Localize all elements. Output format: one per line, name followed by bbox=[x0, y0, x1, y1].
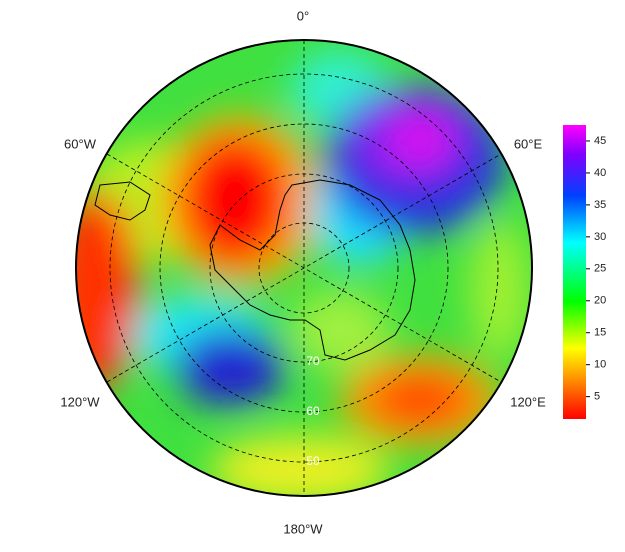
colorbar-tick-label: 45 bbox=[594, 135, 606, 147]
longitude-label: 120°E bbox=[510, 394, 546, 409]
colorbar-tick-label: 35 bbox=[594, 199, 606, 211]
map-border bbox=[75, 39, 533, 497]
colorbar-tick-label: 25 bbox=[594, 263, 606, 275]
colorbar-tick-label: 30 bbox=[594, 231, 606, 243]
colorbar-tick-label: 40 bbox=[594, 167, 606, 179]
latitude-label: 70 bbox=[306, 354, 320, 368]
longitude-label: 0° bbox=[297, 8, 309, 23]
field bbox=[76, 40, 532, 496]
graticule bbox=[106, 40, 502, 496]
colorbar-tick-label: 5 bbox=[594, 391, 600, 403]
colorbar-tick-label: 10 bbox=[594, 359, 606, 371]
longitude-label: 60°W bbox=[64, 136, 97, 151]
colorbar-tick-label: 15 bbox=[594, 327, 606, 339]
colorbar-tick-label: 20 bbox=[594, 295, 606, 307]
latitude-label: 50 bbox=[306, 454, 320, 468]
latitude-label: 60 bbox=[306, 404, 320, 418]
longitude-label: 120°W bbox=[60, 394, 100, 409]
longitude-label: 180°W bbox=[283, 521, 323, 536]
colorbar bbox=[563, 125, 586, 419]
longitude-label: 60°E bbox=[514, 136, 543, 151]
antarctica-outline bbox=[94, 179, 416, 361]
